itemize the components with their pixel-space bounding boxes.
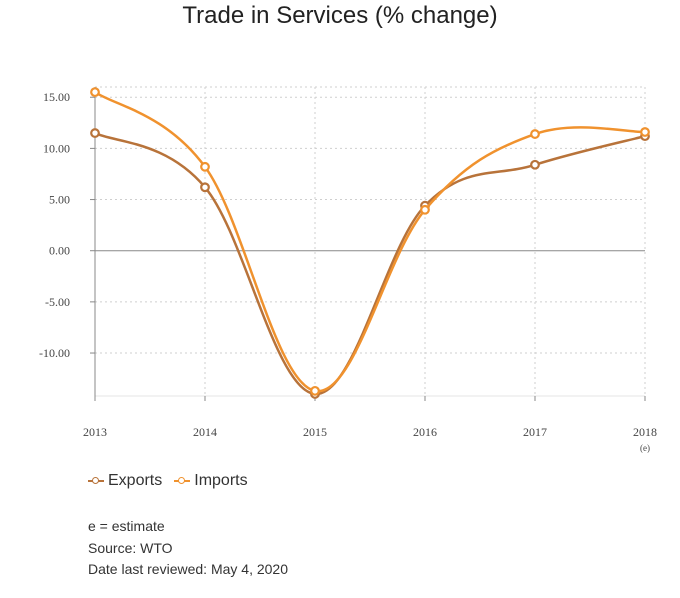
imports-swatch-icon — [174, 475, 191, 487]
legend-label-exports: Exports — [108, 472, 163, 489]
y-tick-label: -5.00 — [45, 295, 70, 309]
data-point-exports — [90, 128, 100, 138]
x-axis-ticks: 2013 2014 2015 2016 2017 2018 (e) — [83, 425, 657, 453]
y-tick-label: -10.00 — [39, 346, 70, 360]
data-point-imports — [530, 129, 540, 139]
series-line-imports — [94, 91, 646, 393]
legend-label-imports: Imports — [194, 472, 248, 489]
x-tick-label: 2016 — [413, 425, 437, 439]
data-point-exports — [200, 182, 210, 193]
grid-lines — [95, 86, 646, 397]
reviewed-note: Date last reviewed: May 4, 2020 — [88, 561, 288, 577]
chart-title: Trade in Services (% change) — [182, 2, 498, 29]
y-tick-label: 10.00 — [43, 141, 70, 155]
data-point-imports — [200, 161, 210, 172]
data-point-exports — [530, 159, 540, 170]
legend-item-exports[interactable]: Exports — [88, 472, 162, 490]
legend: Exports Imports — [88, 472, 248, 490]
axes — [90, 87, 646, 401]
data-point-imports — [90, 87, 100, 98]
source-note: Source: WTO — [88, 539, 173, 556]
series-line-exports — [94, 131, 646, 396]
x-tick-label: 2017 — [523, 425, 547, 439]
y-tick-label: 15.00 — [43, 90, 70, 104]
data-point-imports — [420, 204, 430, 215]
x-tick-label: 2014 — [193, 425, 217, 439]
estimate-note: e = estimate — [88, 518, 165, 534]
x-tick-label: 2015 — [303, 425, 327, 439]
y-axis-ticks: 15.00 10.00 5.00 0.00 -5.00 -10.00 — [39, 90, 70, 360]
y-tick-label: 5.00 — [49, 193, 70, 207]
series-lines — [90, 87, 650, 399]
x-tick-label: 2018 — [633, 425, 657, 439]
data-point-imports — [640, 127, 650, 137]
chart-notes: e = estimate Source: WTO Date last revie… — [88, 516, 288, 581]
x-tick-label: 2013 — [83, 425, 107, 439]
exports-swatch-icon — [88, 475, 104, 487]
x-tick-sublabel: (e) — [640, 443, 650, 453]
y-tick-label: 0.00 — [49, 244, 70, 258]
data-point-imports — [310, 385, 320, 396]
legend-item-imports[interactable]: Imports — [174, 472, 248, 490]
